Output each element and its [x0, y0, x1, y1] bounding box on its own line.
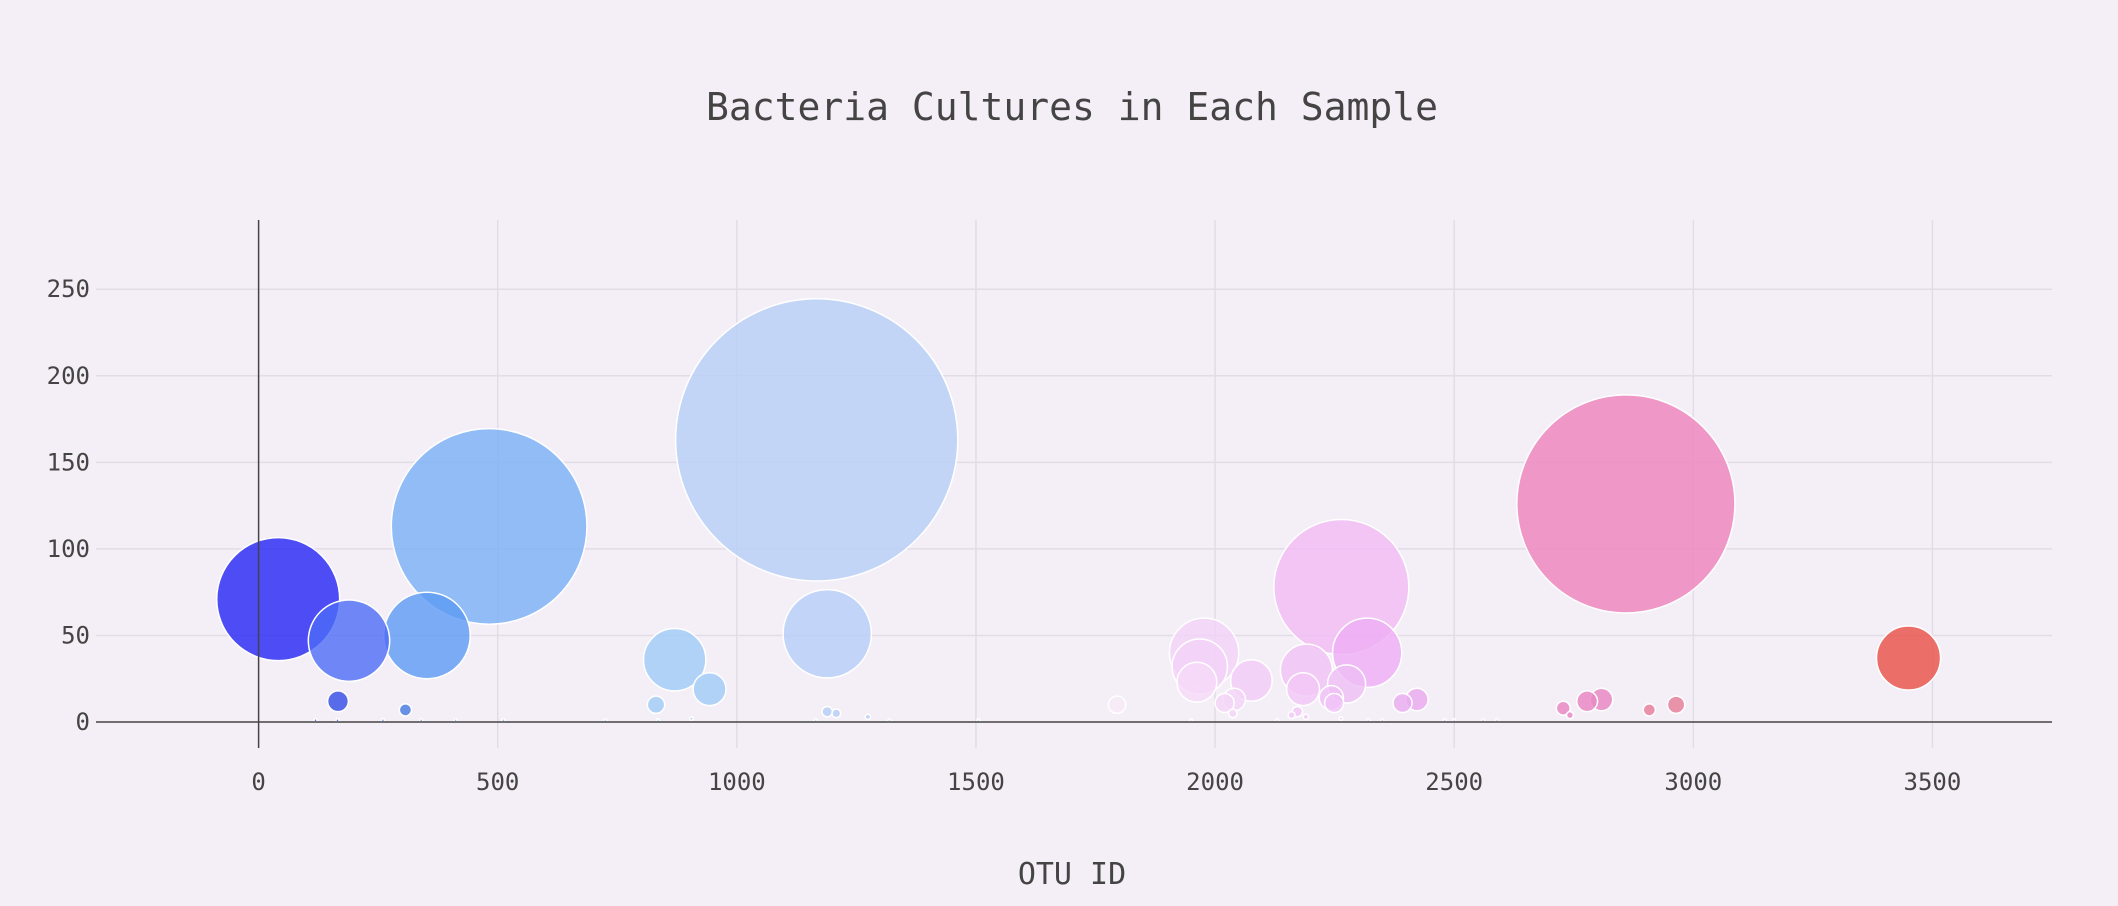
bubble-point[interactable] — [307, 599, 391, 683]
x-tick-label: 2000 — [1186, 768, 1244, 796]
x-tick-label: 2500 — [1425, 768, 1483, 796]
bubble-point[interactable] — [674, 298, 959, 582]
bubble-point[interactable] — [1323, 692, 1345, 714]
x-tick-label: 1500 — [947, 768, 1005, 796]
bubble-point[interactable] — [642, 627, 707, 692]
x-axis-title: OTU ID — [1018, 857, 1126, 892]
bubble-point[interactable] — [1107, 695, 1127, 715]
bubble-point[interactable] — [216, 536, 341, 662]
x-tick-label: 1000 — [708, 768, 766, 796]
chart-title: Bacteria Cultures in Each Sample — [706, 85, 1438, 129]
bubble-point[interactable] — [1565, 710, 1575, 720]
y-tick-label: 200 — [47, 362, 90, 390]
bubble-point[interactable] — [1666, 695, 1686, 715]
bubble-point[interactable] — [398, 703, 413, 717]
y-tick-labels: 0 50 100 150 200 250 — [47, 275, 90, 736]
y-tick-label: 150 — [47, 448, 90, 476]
bubble-point[interactable] — [831, 708, 842, 719]
bubble-point[interactable] — [688, 716, 694, 722]
bubble-point[interactable] — [1227, 708, 1238, 719]
bubble-point[interactable] — [1642, 703, 1657, 717]
bubbles — [216, 298, 1942, 723]
y-tick-label: 250 — [47, 275, 90, 303]
bubble-point[interactable] — [1176, 661, 1218, 703]
x-tick-label: 3500 — [1904, 768, 1962, 796]
x-tick-label: 3000 — [1664, 768, 1722, 796]
y-grid — [96, 288, 2052, 637]
bubble-point[interactable] — [1576, 690, 1599, 713]
bubble-point[interactable] — [1516, 394, 1736, 614]
y-tick-label: 100 — [47, 535, 90, 563]
bubble-point[interactable] — [1214, 692, 1235, 714]
bubble-point[interactable] — [1555, 700, 1571, 716]
x-tick-labels: 0 500 1000 1500 2000 2500 3000 3500 — [251, 768, 1961, 796]
bubble-point[interactable] — [782, 588, 873, 679]
bubble-point[interactable] — [646, 695, 666, 715]
bubble-point[interactable] — [692, 671, 727, 707]
bubble-point[interactable] — [1875, 625, 1942, 691]
bubble-point[interactable] — [1285, 671, 1321, 707]
bubble-point[interactable] — [1392, 692, 1413, 714]
x-tick-label: 0 — [251, 768, 265, 796]
bubble-point[interactable] — [382, 591, 471, 680]
bubble-point[interactable] — [1302, 713, 1310, 721]
bubble-point[interactable] — [390, 427, 588, 625]
y-tick-label: 50 — [61, 621, 90, 649]
x-tick-label: 500 — [476, 768, 519, 796]
bubble-point[interactable] — [821, 705, 834, 718]
bubble-point[interactable] — [1338, 716, 1344, 722]
bubble-point[interactable] — [864, 713, 872, 721]
y-tick-label: 0 — [76, 708, 90, 736]
bubble-point[interactable] — [326, 690, 350, 713]
bubble-point[interactable] — [1287, 710, 1296, 720]
